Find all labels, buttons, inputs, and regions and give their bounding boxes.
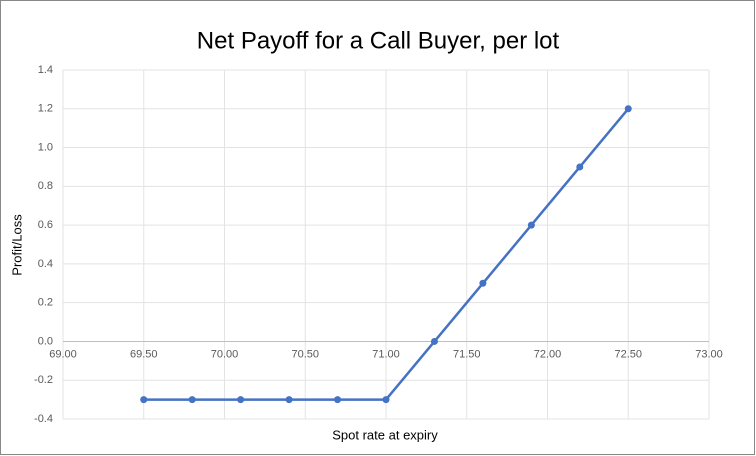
x-axis-label: Spot rate at expiry [332,427,438,442]
x-tick-label: 73.00 [695,348,723,360]
x-tick-label: 72.50 [614,348,642,360]
data-point [479,279,487,287]
y-tick-label: 0.8 [38,180,53,192]
chart-title: Net Payoff for a Call Buyer, per lot [197,27,560,54]
data-point [188,396,196,404]
x-tick-label: 71.00 [372,348,400,360]
y-axis-label: Profit/Loss [9,214,24,276]
y-tick-label: -0.4 [34,413,53,425]
data-point [334,396,342,404]
x-tick-label: 69.00 [49,348,77,360]
y-tick-label: 0.0 [38,335,53,347]
y-tick-label: 0.6 [38,219,53,231]
data-point [285,396,293,404]
data-point [624,105,632,113]
y-tick-label: -0.2 [34,374,53,386]
data-point [576,163,584,171]
data-point [430,337,438,345]
data-point [237,396,245,404]
y-tick-label: 0.2 [38,297,53,309]
data-point [140,396,148,404]
x-tick-label: 72.00 [534,348,562,360]
x-tick-label: 71.50 [453,348,481,360]
y-tick-label: 1.4 [38,64,53,76]
y-tick-label: 1.2 [38,103,53,115]
data-point [382,396,390,404]
x-tick-label: 69.50 [130,348,158,360]
x-tick-label: 70.50 [291,348,319,360]
y-tick-label: 0.4 [38,258,53,270]
x-tick-label: 70.00 [211,348,239,360]
y-tick-label: 1.0 [38,141,53,153]
data-point [527,221,535,229]
